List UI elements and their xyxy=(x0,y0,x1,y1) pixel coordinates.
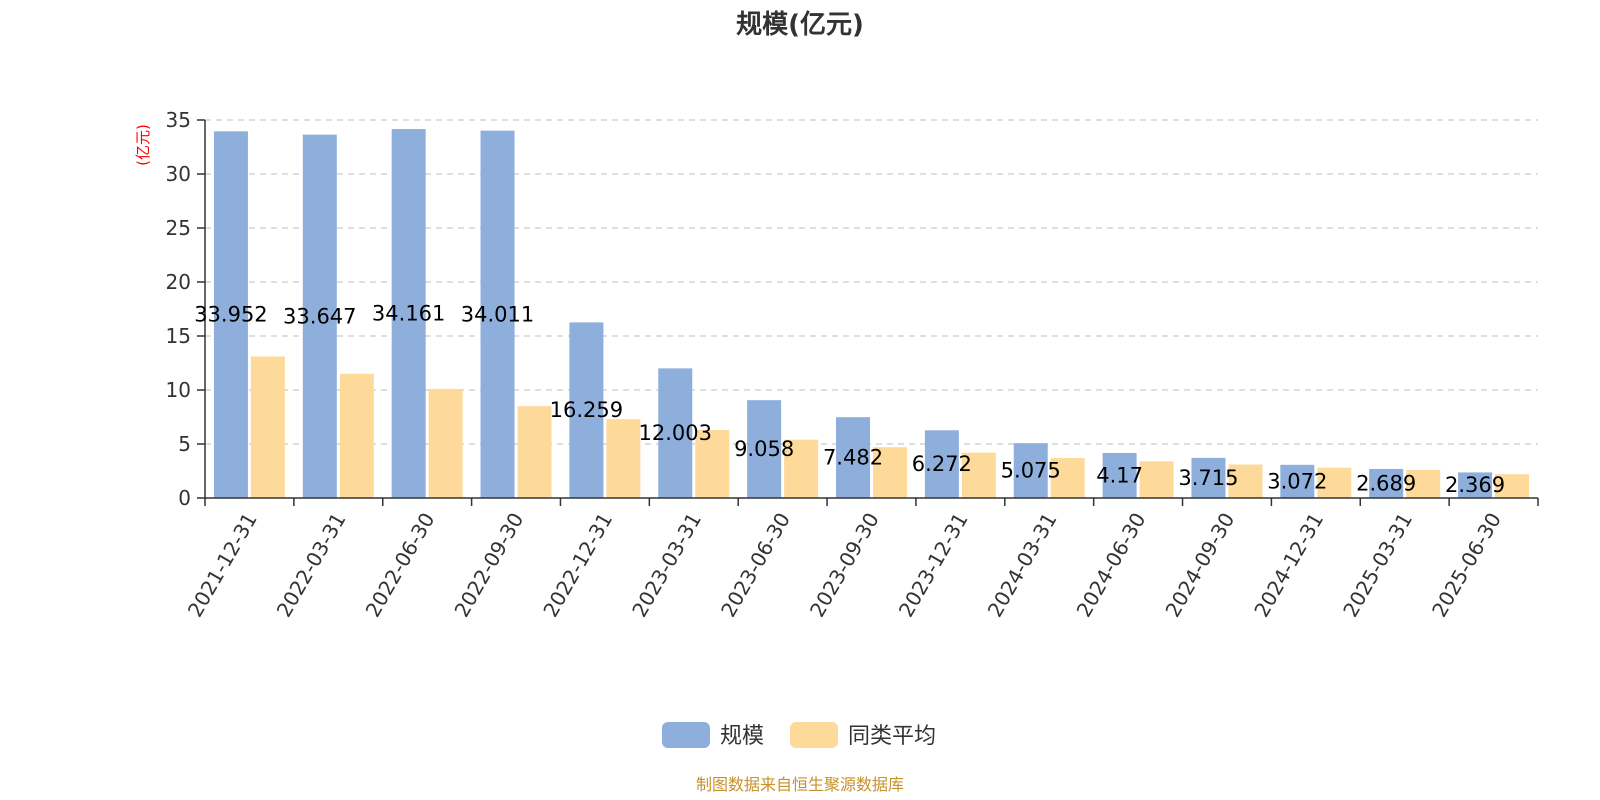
bar-peer-average[interactable] xyxy=(873,447,907,498)
bar-peer-average[interactable] xyxy=(1228,464,1263,498)
bar-scale[interactable] xyxy=(480,130,515,498)
data-label: 7.482 xyxy=(823,446,883,470)
bar-peer-average[interactable] xyxy=(1050,458,1085,498)
data-label: 34.011 xyxy=(461,302,534,326)
data-label: 34.161 xyxy=(372,302,445,326)
y-axis-label: (亿元) xyxy=(134,124,152,166)
x-tick-label: 2024-06-30 xyxy=(1072,509,1151,622)
bar-peer-average[interactable] xyxy=(339,373,374,498)
x-tick-label: 2025-06-30 xyxy=(1427,509,1506,622)
data-label: 12.003 xyxy=(639,421,712,445)
bar-scale[interactable] xyxy=(1013,443,1048,498)
bar-peer-average[interactable] xyxy=(1495,474,1530,498)
x-tick-label: 2024-03-31 xyxy=(983,509,1062,622)
bar-peer-average[interactable] xyxy=(250,356,285,498)
data-label: 4.17 xyxy=(1096,463,1143,487)
x-tick-label: 2023-06-30 xyxy=(716,509,795,622)
source-note: 制图数据来自恒生聚源数据库 xyxy=(696,775,904,794)
x-tick-label: 2023-09-30 xyxy=(805,509,884,622)
y-tick-label: 20 xyxy=(166,270,191,294)
y-tick-label: 35 xyxy=(166,108,191,132)
x-tick-label: 2022-06-30 xyxy=(361,508,440,621)
bar-scale[interactable] xyxy=(836,417,870,498)
bar-peer-average[interactable] xyxy=(1139,461,1174,498)
bar-peer-average[interactable] xyxy=(1406,469,1441,498)
data-label: 2.689 xyxy=(1356,471,1416,495)
y-tick-label: 10 xyxy=(166,378,191,402)
bar-peer-average[interactable] xyxy=(961,452,996,498)
bar-scale[interactable] xyxy=(1280,464,1315,498)
x-tick-label: 2024-09-30 xyxy=(1160,509,1239,622)
chart-title: 规模(亿元) xyxy=(736,10,864,40)
bar-peer-average[interactable] xyxy=(428,388,463,498)
bar-peer-average[interactable] xyxy=(517,406,552,498)
bar-scale[interactable] xyxy=(302,134,337,498)
data-label: 33.952 xyxy=(194,303,267,327)
bar-scale[interactable] xyxy=(1369,468,1404,498)
bar-scale[interactable] xyxy=(569,322,604,498)
y-tick-label: 5 xyxy=(178,432,191,456)
data-label: 3.715 xyxy=(1178,466,1238,490)
x-tick-label: 2023-03-31 xyxy=(627,509,706,622)
data-labels: 33.952 33.647 34.161 34.011 16.259 12.003 9.05… xyxy=(194,302,1505,498)
data-label: 2.369 xyxy=(1445,473,1505,497)
bar-peer-average[interactable] xyxy=(1317,467,1352,498)
data-label: 5.075 xyxy=(1001,459,1061,483)
x-tick-label: 2022-09-30 xyxy=(449,509,528,622)
x-tick-label: 2022-03-31 xyxy=(272,509,351,622)
bar-scale[interactable] xyxy=(213,131,248,498)
x-tick-label: 2021-12-31 xyxy=(183,509,262,622)
y-tick-label: 30 xyxy=(166,162,191,186)
bar-scale[interactable] xyxy=(391,129,426,498)
data-label: 33.647 xyxy=(283,304,356,328)
x-tick-label: 2023-12-31 xyxy=(894,509,973,622)
bars xyxy=(213,129,1530,498)
x-tick-label: 2024-12-31 xyxy=(1249,509,1328,622)
data-label: 6.272 xyxy=(912,452,972,476)
data-label: 16.259 xyxy=(550,398,623,422)
bar-peer-average[interactable] xyxy=(606,419,641,498)
bar-scale[interactable] xyxy=(924,430,959,498)
y-tick-label: 15 xyxy=(166,324,191,348)
x-tick-label: 2022-12-31 xyxy=(538,509,617,622)
legend-swatch-peer-average[interactable] xyxy=(790,722,838,748)
bar-scale[interactable] xyxy=(1458,472,1493,498)
bar-scale[interactable] xyxy=(1102,452,1137,498)
legend: 规模 同类平均 xyxy=(662,722,936,749)
x-tick-label: 2025-03-31 xyxy=(1338,509,1417,622)
grid-lines xyxy=(205,119,1538,445)
legend-label-scale[interactable]: 规模 xyxy=(720,724,764,749)
bar-scale[interactable] xyxy=(1191,457,1226,498)
legend-swatch-scale[interactable] xyxy=(662,722,710,748)
bar-peer-average[interactable] xyxy=(695,429,730,498)
bar-scale[interactable] xyxy=(747,400,782,498)
data-label: 3.072 xyxy=(1267,469,1327,493)
bar-scale[interactable] xyxy=(658,368,693,498)
legend-label-peer-average[interactable]: 同类平均 xyxy=(848,724,936,749)
y-tick-label: 0 xyxy=(178,486,191,510)
y-tick-label: 25 xyxy=(166,216,191,240)
data-label: 9.058 xyxy=(734,437,794,461)
bar-peer-average[interactable] xyxy=(784,439,819,498)
